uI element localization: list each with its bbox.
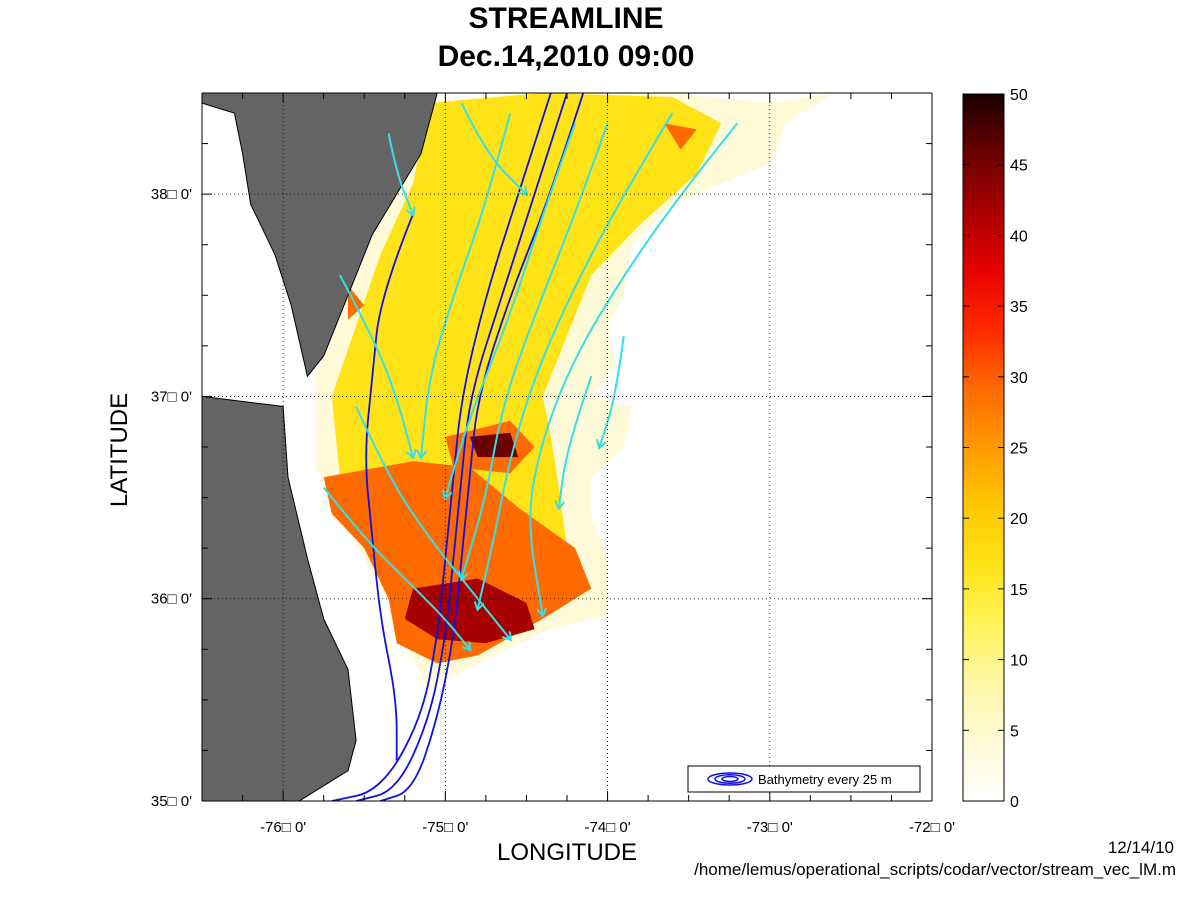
- footer-script-path: /home/lemus/operational_scripts/codar/ve…: [694, 860, 1176, 879]
- streamline: [529, 122, 739, 615]
- isobath-line: [380, 93, 585, 801]
- colorbar-tick-label: 0: [1010, 794, 1019, 811]
- speed-zone: [348, 285, 365, 320]
- colorbar-tick-label: 35: [1010, 299, 1028, 316]
- y-tick-label: 38□ 0': [151, 186, 192, 203]
- streamline: [599, 335, 625, 447]
- legend-box: [687, 765, 921, 793]
- legend-bathymetry-icon: [721, 775, 739, 783]
- streamline: [339, 274, 413, 457]
- streamline: [478, 112, 674, 609]
- streamline: [462, 122, 609, 578]
- streamline: [460, 102, 527, 194]
- colorbar-tick-label: 50: [1010, 87, 1028, 104]
- y-tick-label: 36□ 0': [151, 591, 192, 608]
- isobath-line: [331, 93, 552, 801]
- x-axis-label: LONGITUDE: [497, 839, 637, 866]
- colorbar-tick-label: 20: [1010, 511, 1028, 528]
- colorbar-tick-label: 15: [1010, 582, 1028, 599]
- x-tick-label: -75□ 0': [422, 819, 468, 836]
- colorbar-tick-label: 30: [1010, 370, 1028, 387]
- chart-subtitle: Dec.14,2010 09:00: [437, 40, 695, 73]
- streamline: [322, 486, 470, 650]
- legend-bathymetry-icon: [714, 774, 746, 784]
- colorbar: [962, 93, 1005, 802]
- speed-zone: [664, 123, 697, 150]
- colorbar-tick-label: 5: [1010, 723, 1019, 740]
- land-mass: [202, 395, 357, 801]
- legend-bathymetry-icon: [707, 772, 753, 786]
- footer-date: 12/14/10: [1107, 838, 1174, 857]
- y-tick-label: 37□ 0': [151, 388, 192, 405]
- y-tick-label: 35□ 0': [151, 793, 192, 810]
- streamline: [559, 375, 593, 508]
- x-tick-label: -74□ 0': [584, 819, 630, 836]
- plot-layer: [202, 93, 835, 801]
- colorbar-tick-label: 45: [1010, 158, 1028, 175]
- isobath-line: [365, 214, 414, 761]
- streamline: [387, 133, 413, 215]
- land-mass: [202, 93, 438, 378]
- streamline: [421, 112, 512, 457]
- streamline: [355, 406, 510, 640]
- x-tick-label: -73□ 0': [747, 819, 793, 836]
- colorbar-tick-label: 25: [1010, 441, 1028, 458]
- speed-zone: [469, 432, 519, 458]
- x-tick-label: -76□ 0': [260, 819, 306, 836]
- colorbar-tick-label: 40: [1010, 228, 1028, 245]
- legend-label: Bathymetry every 25 m: [758, 772, 892, 787]
- y-axis-label: LATITUDE: [106, 393, 133, 507]
- colorbar-tick-label: 10: [1010, 653, 1028, 670]
- streamline: [445, 122, 577, 497]
- isobath-line: [355, 93, 568, 801]
- chart-title: STREAMLINE: [468, 2, 664, 35]
- x-tick-label: -72□ 0': [909, 819, 955, 836]
